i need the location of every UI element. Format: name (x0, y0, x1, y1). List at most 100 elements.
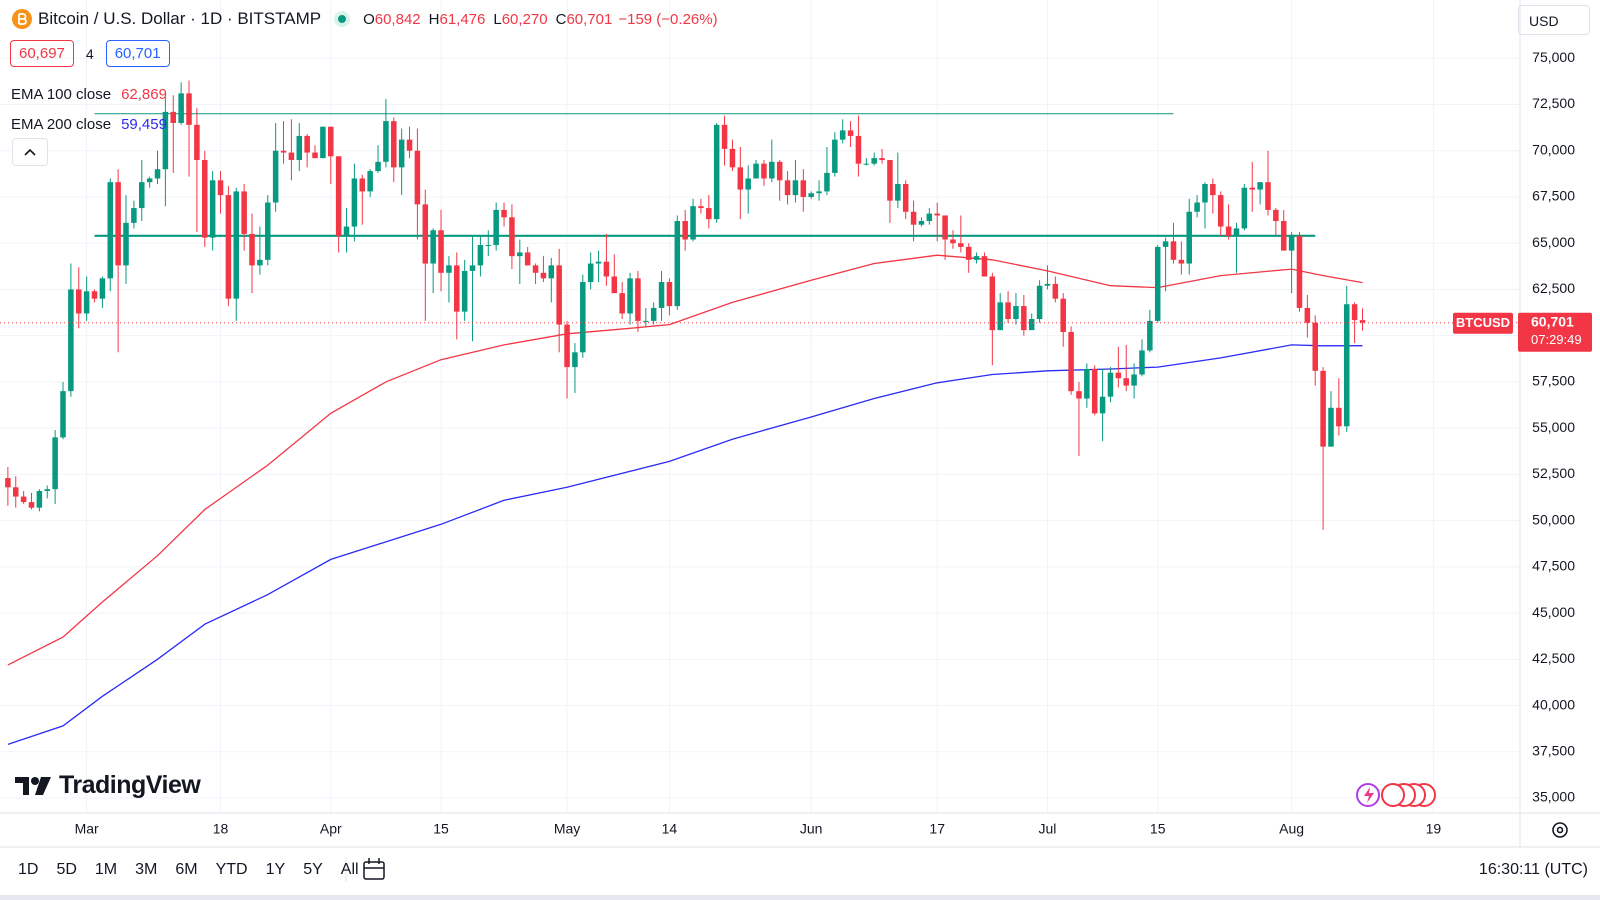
candle-body (650, 307, 657, 321)
candle-body (729, 148, 736, 168)
candle-body (194, 124, 200, 160)
candle-body (1052, 283, 1059, 299)
candle-body (461, 270, 468, 312)
timeframe-button[interactable]: 5Y (303, 861, 323, 878)
timeframe-button[interactable]: YTD (215, 861, 248, 878)
legend-entry: EMA 200 close 59,459 (11, 110, 167, 140)
candle-body (1028, 319, 1035, 331)
candle-body (1115, 372, 1122, 379)
y-tick-label: 47,500 (1532, 558, 1575, 574)
timeframe-button[interactable]: 1Y (265, 861, 286, 878)
y-tick-label: 72,500 (1532, 95, 1575, 111)
ohlc-key: O (363, 10, 375, 28)
timeframe-button[interactable]: 5D (56, 861, 77, 878)
timeframe-button[interactable]: All (340, 861, 359, 878)
candle-body (28, 502, 35, 508)
legend-value: 59,459 (121, 116, 167, 133)
symbol-title: Bitcoin / U.S. Dollar · 1D · BITSTAMP (38, 9, 322, 28)
x-tick-label: 18 (213, 821, 229, 837)
candle-body (713, 124, 720, 220)
candle-body (1123, 378, 1129, 386)
candle-body (257, 259, 263, 266)
candle-body (99, 278, 106, 299)
plot-area (0, 80, 1520, 746)
candle-body (83, 291, 90, 314)
candle-body (879, 158, 885, 160)
candle-body (706, 208, 712, 220)
candle-body (359, 178, 366, 192)
grid (0, 0, 1520, 813)
candle-body (1225, 226, 1232, 236)
candle-body (1249, 187, 1255, 190)
candle-body (1336, 407, 1342, 427)
bid[interactable]: 60,697 (10, 40, 74, 67)
x-tick-label: Aug (1279, 821, 1304, 837)
candle-body (682, 221, 688, 240)
candle-body (808, 193, 814, 197)
candle-body (532, 265, 539, 273)
candle-body (1170, 241, 1177, 260)
price-tag (1518, 312, 1592, 352)
candle-body (784, 180, 791, 196)
candle-body (131, 208, 137, 223)
ohlc-key: H (428, 10, 440, 28)
currency-selector[interactable]: USD (1518, 5, 1590, 35)
candle-body (398, 139, 405, 168)
candle-body (446, 265, 452, 273)
candle-body (832, 139, 838, 173)
ohlc-value: 60,701 (566, 10, 613, 28)
candle-body (603, 261, 610, 277)
legend-value: 62,869 (121, 86, 167, 103)
candle-body (690, 206, 696, 240)
candle-body (698, 206, 704, 209)
candle-body (1273, 209, 1279, 222)
candle-body (509, 217, 515, 257)
candle-body (737, 167, 744, 190)
ohlc-value: 60,270 (501, 10, 548, 28)
y-tick-label: 57,500 (1532, 373, 1575, 389)
candle-body (280, 150, 287, 153)
ohlc-key: L (493, 10, 502, 28)
price-tag-value: 60,701 (1531, 313, 1574, 329)
candle-body (926, 213, 933, 222)
timeframe-button[interactable]: 1D (18, 861, 39, 878)
calendar-icon[interactable] (363, 858, 385, 880)
settings-icon[interactable] (1552, 822, 1568, 838)
candle-body (895, 184, 901, 201)
y-tick-label: 55,000 (1532, 419, 1575, 435)
x-tick-label: Jun (800, 821, 823, 837)
candle-body (328, 126, 334, 157)
collapse-button[interactable] (12, 138, 48, 166)
candle-body (351, 178, 358, 227)
candle-body (430, 230, 436, 264)
timeframe-button[interactable]: 1M (94, 861, 118, 878)
candle-body (493, 209, 499, 246)
y-tick-label: 42,500 (1532, 650, 1575, 666)
candle-body (611, 276, 618, 294)
candle-body (792, 180, 799, 196)
candle-body (438, 230, 444, 273)
legend-name: EMA 100 close (11, 86, 112, 103)
x-tick-label: 17 (929, 821, 945, 837)
candle-body (800, 180, 807, 197)
candle-body (1194, 202, 1200, 212)
candle-body (1288, 235, 1295, 251)
candle-body (123, 222, 129, 266)
ask[interactable]: 60,701 (105, 40, 170, 67)
candle-body (1186, 211, 1192, 264)
candle-body (1162, 241, 1169, 247)
candle-body (20, 496, 27, 503)
candle-body (186, 93, 192, 125)
candle-body (572, 352, 578, 368)
timeframe-button[interactable]: 3M (135, 861, 158, 878)
event-flags[interactable] (1356, 783, 1436, 807)
candle-body (1328, 407, 1334, 447)
candle-body (335, 156, 342, 236)
timeframe-button[interactable]: 6M (175, 861, 198, 878)
candle-body (272, 150, 279, 203)
candle-body (485, 245, 492, 247)
candle-body (265, 202, 271, 260)
candle-body (1265, 182, 1271, 210)
